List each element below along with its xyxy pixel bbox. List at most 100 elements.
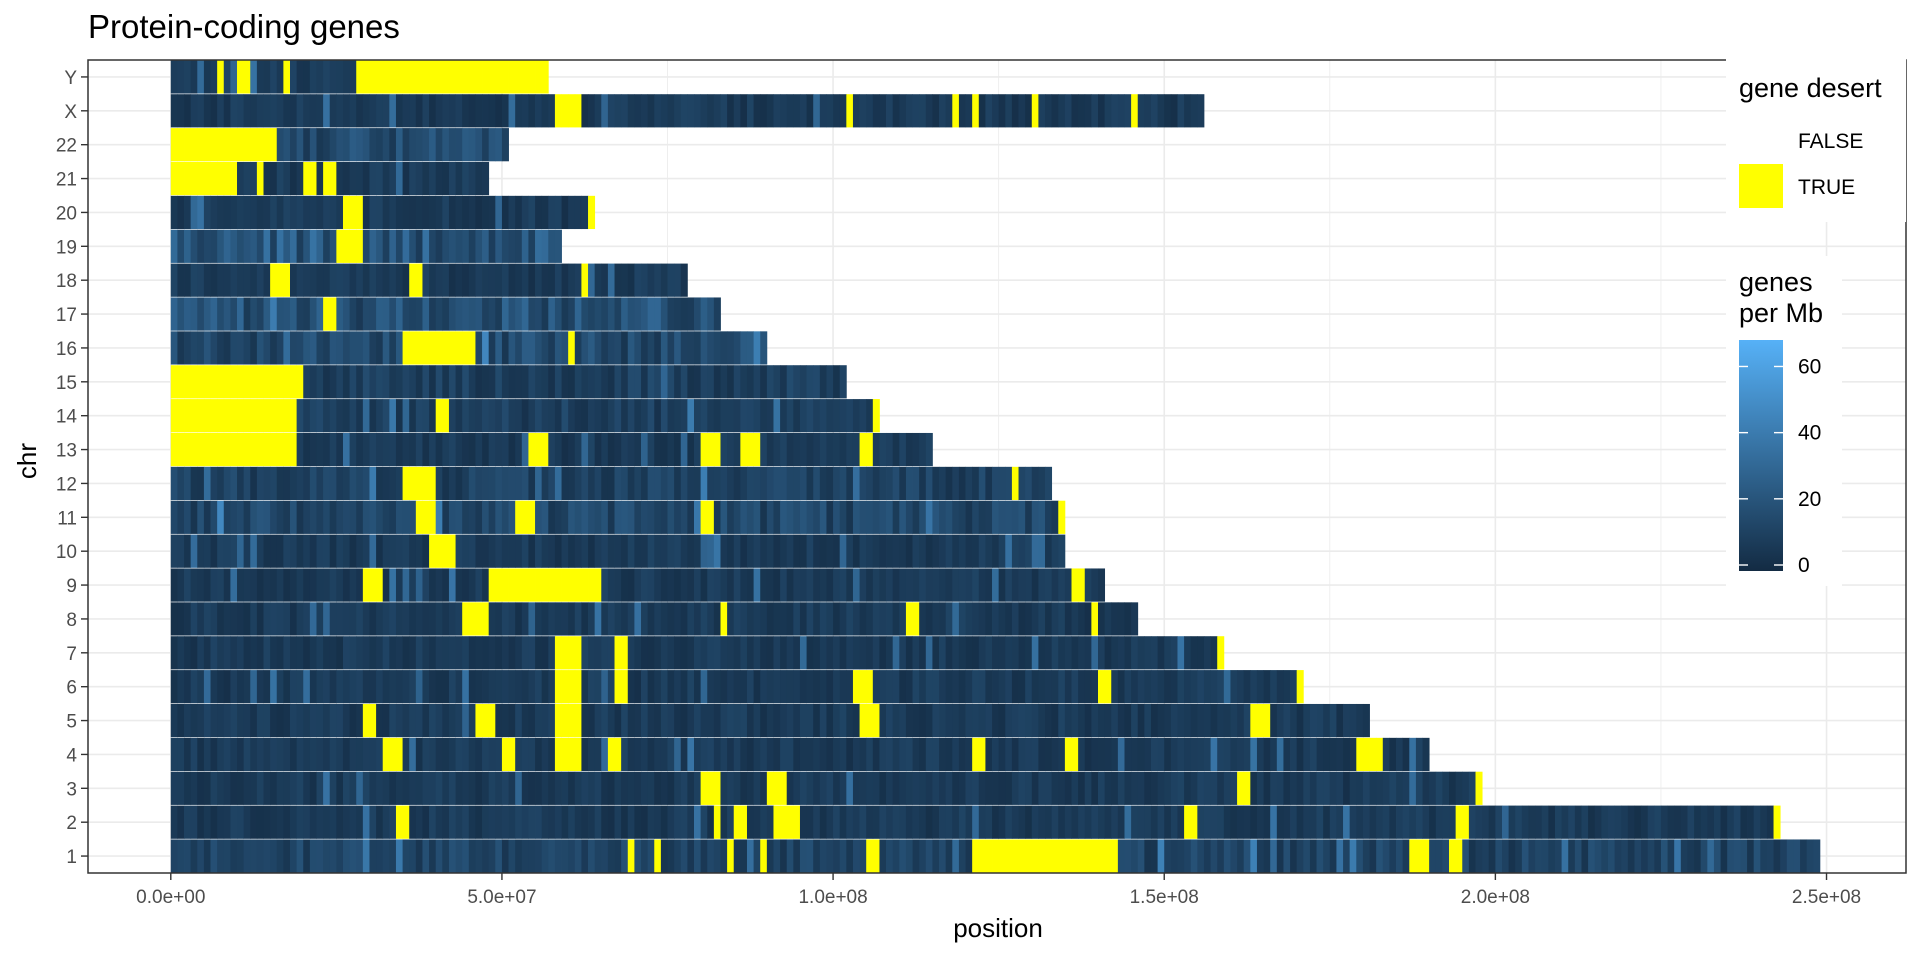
density-cell — [362, 500, 370, 534]
density-cell — [992, 703, 1000, 738]
density-cell — [210, 331, 218, 365]
desert-cell — [568, 670, 576, 704]
desert-cell — [203, 365, 211, 399]
density-cell — [892, 500, 900, 534]
density-cell — [495, 195, 503, 230]
density-cell — [382, 500, 390, 534]
density-cell — [376, 263, 384, 297]
desert-cell — [554, 670, 562, 704]
density-cell — [614, 94, 622, 128]
density-cell — [442, 500, 450, 534]
density-cell — [435, 94, 443, 128]
desert-cell — [548, 568, 556, 602]
density-cell — [601, 466, 609, 501]
density-cell — [402, 839, 410, 873]
density-cell — [376, 500, 384, 534]
y-tick-label: 20 — [56, 203, 77, 224]
density-cell — [448, 399, 456, 433]
legend-density-title-line1: genes — [1739, 267, 1813, 297]
density-cell — [243, 771, 251, 805]
density-cell — [886, 602, 894, 636]
desert-cell — [276, 365, 284, 399]
density-cell — [342, 500, 351, 534]
density-cell — [594, 297, 602, 331]
density-cell — [376, 128, 384, 162]
desert-cell — [1362, 737, 1370, 772]
density-cell — [588, 500, 596, 534]
desert-cell — [409, 466, 417, 501]
density-cell — [694, 636, 702, 670]
density-cell — [409, 534, 417, 568]
density-cell — [323, 703, 331, 738]
density-cell — [243, 466, 251, 501]
density-cell — [925, 500, 933, 534]
density-cell — [501, 331, 509, 365]
density-cell — [720, 737, 728, 772]
density-cell — [303, 263, 311, 297]
density-cell — [177, 331, 185, 365]
desert-cell — [256, 432, 264, 467]
density-cell — [429, 229, 437, 263]
density-cell — [1402, 737, 1410, 772]
density-cell — [1038, 500, 1046, 534]
desert-cell — [435, 534, 443, 568]
desert-cell — [501, 737, 509, 772]
density-cell — [329, 805, 337, 839]
density-cell — [667, 94, 675, 128]
density-cell — [707, 805, 715, 839]
density-cell — [442, 568, 450, 602]
desert-cell — [1051, 839, 1059, 873]
density-cell — [217, 331, 225, 365]
desert-cell — [574, 568, 582, 602]
density-cell — [680, 771, 688, 805]
density-cell — [1343, 737, 1351, 772]
desert-cell — [369, 568, 377, 602]
density-cell — [448, 670, 456, 704]
density-cell — [1250, 771, 1258, 805]
density-cell — [382, 195, 390, 230]
density-cell — [223, 839, 231, 873]
desert-cell — [786, 805, 794, 839]
density-cell — [256, 500, 264, 534]
density-cell — [501, 771, 509, 805]
density-cell — [1283, 839, 1291, 873]
desert-cell — [535, 432, 543, 467]
density-cell — [780, 399, 788, 433]
density-cell — [634, 737, 642, 772]
density-cell — [256, 737, 264, 772]
desert-cell — [270, 432, 278, 467]
desert-cell — [217, 161, 225, 196]
density-cell — [369, 399, 377, 433]
density-cell — [965, 602, 973, 636]
density-cell — [568, 399, 576, 433]
density-cell — [190, 331, 198, 365]
density-cell — [170, 297, 178, 331]
desert-cell — [203, 399, 211, 433]
density-cell — [1184, 703, 1192, 738]
density-cell — [382, 703, 390, 738]
density-cell — [833, 771, 841, 805]
density-cell — [660, 602, 668, 636]
density-cell — [323, 466, 331, 501]
density-cell — [588, 94, 596, 128]
density-cell — [1124, 94, 1132, 128]
density-cell — [309, 399, 317, 433]
density-cell — [521, 670, 529, 704]
density-cell — [1124, 602, 1132, 636]
density-cell — [448, 161, 456, 196]
density-cell — [217, 568, 225, 602]
desert-cell — [535, 568, 543, 602]
density-cell — [349, 331, 357, 365]
density-cell — [382, 229, 390, 263]
density-cell — [872, 500, 880, 534]
density-cell — [773, 703, 781, 738]
density-cell — [1170, 670, 1178, 704]
density-cell — [184, 534, 192, 568]
density-cell — [230, 805, 238, 839]
density-cell — [177, 60, 185, 94]
density-cell — [627, 466, 635, 501]
density-cell — [336, 94, 344, 128]
desert-cell — [972, 737, 980, 772]
density-cell — [197, 636, 205, 670]
density-cell — [998, 568, 1006, 602]
